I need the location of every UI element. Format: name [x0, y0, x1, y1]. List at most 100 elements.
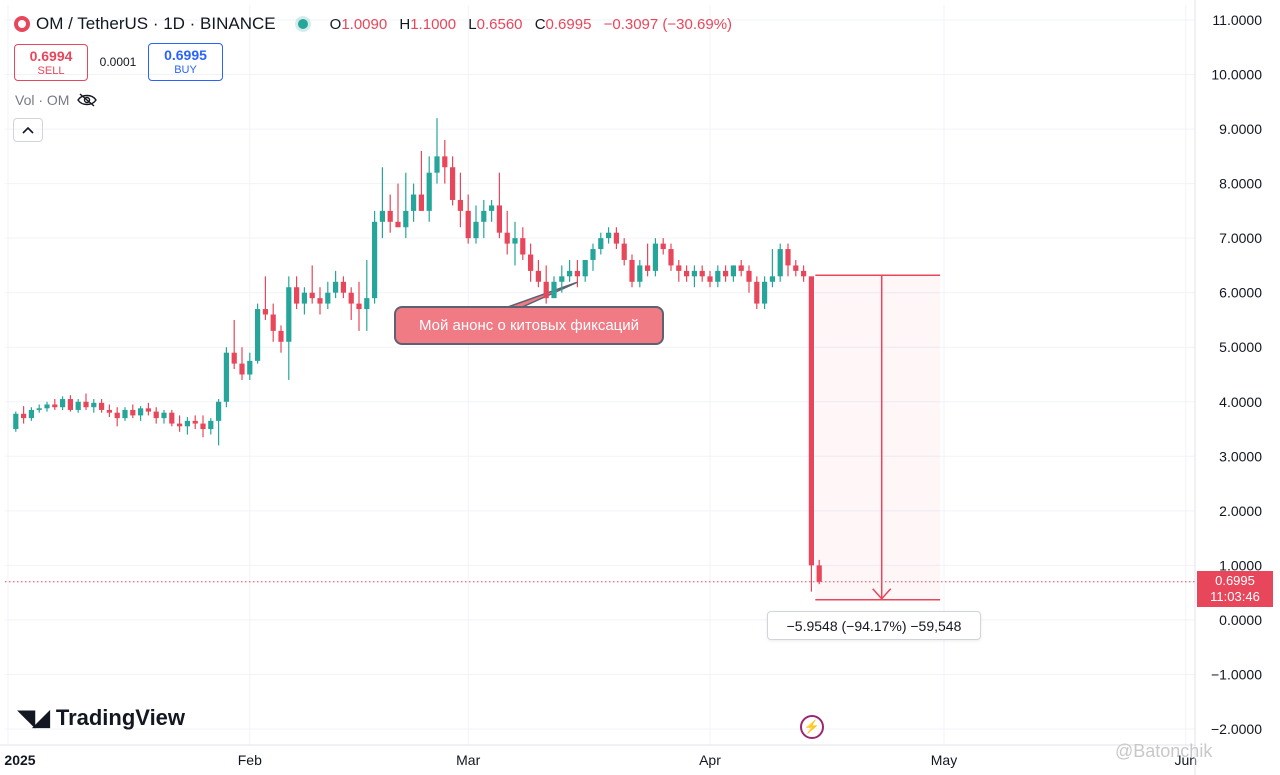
candle-body	[668, 249, 674, 266]
last-price-tag: 0.6995 11:03:46	[1197, 571, 1273, 607]
candle-body	[231, 352, 237, 364]
y-tick-label: −2.0000	[1211, 721, 1262, 737]
flash-icon[interactable]: ⚡	[800, 715, 824, 739]
candle-body	[192, 420, 198, 424]
candle-body	[465, 210, 471, 239]
x-tick-label: Jun	[1175, 752, 1198, 768]
callout-annotation[interactable]: Мой анонс о китовых фиксаций	[394, 306, 664, 345]
x-tick-label: Apr	[699, 752, 721, 768]
x-tick-label: Feb	[238, 752, 262, 768]
candle-body	[512, 238, 518, 244]
sell-button[interactable]: 0.6994 SELL	[14, 43, 88, 81]
candle-body	[36, 408, 42, 410]
tradingview-logo: ◥◢ TradingView	[18, 705, 186, 730]
candle-body	[403, 210, 409, 228]
chevron-up-icon	[22, 126, 34, 134]
callout-pointer	[504, 281, 579, 309]
y-tick-label: 11.0000	[1212, 12, 1262, 28]
candle-body	[294, 287, 300, 304]
candle-body	[255, 309, 261, 361]
candle-body	[177, 423, 183, 427]
candle-body	[426, 172, 432, 211]
candle-body	[574, 270, 580, 277]
candle-body	[91, 402, 97, 408]
candle-body	[122, 409, 128, 419]
candle-body	[715, 270, 721, 282]
candle-body	[153, 411, 159, 419]
candle-body	[21, 413, 27, 419]
candle-body	[247, 360, 253, 375]
candle-body	[169, 412, 175, 424]
candle-body	[442, 156, 448, 168]
candle-body	[138, 408, 144, 416]
symbol-title[interactable]: OM / TetherUS · 1D · BINANCE	[36, 14, 276, 33]
candle-body	[723, 270, 729, 277]
measure-label: −5.9548 (−94.17%) −59,548	[767, 611, 981, 640]
ohlc-readout: O1.0090 H1.1000 L0.6560 C0.6995 −0.3097 …	[329, 15, 733, 33]
candle-body	[325, 292, 331, 304]
measure-arrow-head	[872, 588, 892, 600]
candle-body	[286, 287, 292, 342]
candle-body	[200, 423, 206, 430]
trade-panel: 0.6994 SELL 0.0001 0.6995 BUY	[14, 43, 223, 81]
volume-legend: Vol · OM	[15, 92, 98, 108]
candle-body	[411, 194, 417, 211]
market-status-dot	[297, 19, 308, 29]
candle-body	[481, 210, 487, 222]
candle-body	[13, 413, 19, 430]
candle-body	[691, 270, 697, 277]
candle-body	[130, 409, 136, 416]
y-tick-label: −1.0000	[1211, 666, 1262, 682]
y-tick-label: 9.0000	[1219, 121, 1262, 137]
candle-body	[754, 281, 760, 304]
x-tick-label: May	[931, 752, 957, 768]
candle-body	[450, 167, 456, 200]
candle-body	[145, 408, 151, 412]
candle-body	[434, 156, 440, 173]
candle-body	[520, 238, 526, 255]
candle-body	[301, 292, 307, 304]
y-tick-label: 1.0000	[1219, 557, 1262, 573]
spread-value: 0.0001	[99, 55, 137, 69]
candle-body	[309, 292, 315, 299]
candle-body	[395, 221, 401, 228]
eye-off-icon[interactable]	[77, 93, 98, 107]
candle-body	[364, 298, 370, 310]
candle-body	[99, 402, 105, 410]
candle-body	[418, 194, 424, 211]
candle-body	[606, 232, 612, 239]
candle-body	[793, 265, 799, 271]
candle-body	[676, 265, 682, 271]
watermark: @Batonchik	[1115, 741, 1213, 761]
candle-body	[223, 352, 229, 402]
candle-body	[816, 565, 822, 582]
candle-body	[769, 276, 775, 282]
collapse-legend-button[interactable]	[13, 118, 43, 142]
candle-body	[535, 270, 541, 282]
candle-body	[75, 401, 81, 410]
y-tick-label: 5.0000	[1219, 339, 1262, 355]
candle-body	[387, 210, 393, 222]
candle-body	[379, 210, 385, 222]
measure-area	[815, 275, 941, 600]
candle-body	[629, 259, 635, 282]
chart-header: OM / TetherUS · 1D · BINANCE O1.0090 H1.…	[14, 14, 740, 34]
candle-body	[785, 249, 791, 266]
candle-body	[738, 265, 744, 271]
candle-body	[528, 254, 534, 271]
bar-countdown: 11:03:46	[1210, 589, 1260, 604]
candle-body	[44, 404, 50, 409]
buy-button[interactable]: 0.6995 BUY	[148, 43, 223, 81]
measure-tool	[504, 274, 941, 601]
candle-body	[637, 265, 643, 282]
candle-body	[621, 243, 627, 260]
candle-body	[356, 303, 362, 310]
candle-body	[28, 409, 34, 419]
candle-body	[457, 199, 463, 211]
candle-body	[660, 243, 666, 250]
candle-body	[762, 281, 768, 304]
candle-body	[270, 314, 276, 331]
candle-body	[83, 401, 89, 408]
